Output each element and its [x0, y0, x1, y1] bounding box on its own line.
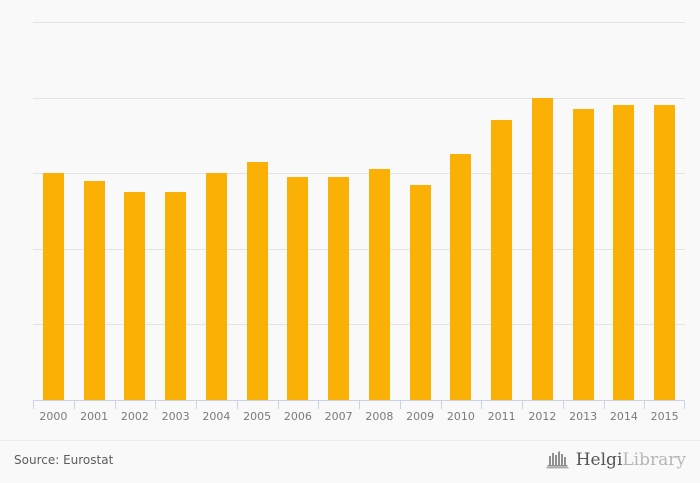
x-axis-tick [562, 400, 564, 409]
x-axis-tick [359, 400, 360, 409]
bar[interactable] [572, 108, 594, 400]
gridline [33, 248, 685, 250]
x-axis-tick-label: 2013 [569, 410, 598, 423]
x-axis-tick [318, 400, 320, 409]
x-axis-tick-label: 2010 [446, 410, 475, 423]
x-axis-tick-labels: 2000 2001 2002 2003 2004 2005 2006 2007 2008 2009… [33, 410, 685, 428]
x-axis-tick-label: 2015 [650, 410, 679, 423]
brand-name-primary: Helgi [575, 450, 623, 470]
x-axis-tick-label: 2003 [161, 410, 190, 423]
bar[interactable] [328, 176, 350, 400]
source-label: Source: Eurostat [14, 453, 114, 467]
x-axis-tick [236, 400, 238, 409]
x-axis-tick [196, 400, 197, 409]
bar[interactable] [531, 97, 553, 400]
brand-logo: HelgiLibrary [546, 448, 686, 472]
gridline [33, 22, 685, 23]
x-axis-tick-label: 2005 [243, 410, 272, 423]
brand-name-secondary: Library [622, 450, 686, 470]
x-axis-tick-label: 2008 [365, 410, 394, 423]
bar[interactable] [368, 169, 390, 400]
bar[interactable] [83, 180, 105, 400]
gridline [33, 173, 685, 175]
bar[interactable] [124, 192, 146, 400]
bar[interactable] [613, 105, 635, 400]
bar-series [33, 22, 685, 400]
x-axis-tick [684, 400, 685, 409]
x-axis-tick-label: 2014 [609, 410, 638, 423]
helgi-library-logo-icon [546, 451, 569, 469]
x-axis-tick [33, 400, 34, 409]
plot-area: 0246810 [33, 22, 685, 401]
x-axis-tick-label: 2000 [39, 410, 68, 423]
x-axis-tick-label: 2009 [406, 410, 435, 423]
x-axis-tick [73, 400, 75, 409]
x-axis-tick-label: 2011 [487, 410, 516, 423]
gridline [33, 324, 685, 326]
x-axis-tick [155, 400, 157, 409]
x-axis-tick [440, 400, 442, 409]
bar[interactable] [409, 184, 431, 400]
x-axis-tick-label: 2007 [324, 410, 353, 423]
bar[interactable] [42, 173, 64, 400]
x-axis-tick [481, 400, 483, 409]
bar[interactable] [287, 176, 309, 400]
x-axis-tick-label: 2002 [120, 410, 149, 423]
bar[interactable] [450, 154, 472, 400]
bar[interactable] [205, 173, 227, 400]
x-axis-tick [522, 400, 523, 409]
x-axis-tick [603, 400, 605, 409]
x-axis-tick [644, 400, 646, 409]
bar[interactable] [654, 105, 676, 400]
x-axis-tick [277, 400, 279, 409]
footer-divider [0, 440, 700, 441]
bar[interactable] [246, 161, 268, 400]
x-axis-tick-label: 2006 [283, 410, 312, 423]
bar[interactable] [491, 120, 513, 400]
bar[interactable] [165, 192, 187, 400]
x-axis-tick [399, 400, 401, 409]
gridline [33, 97, 685, 99]
brand-name: HelgiLibrary [576, 450, 686, 470]
x-axis-tick [114, 400, 116, 409]
x-axis-tick-label: 2001 [80, 410, 109, 423]
x-axis-ticks [33, 400, 685, 409]
x-axis-tick-label: 2012 [528, 410, 557, 423]
x-axis-tick-label: 2004 [202, 410, 231, 423]
